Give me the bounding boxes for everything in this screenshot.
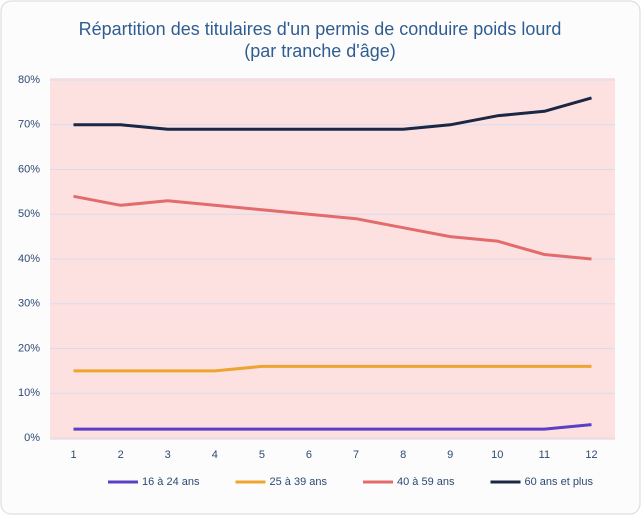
x-tick-label: 8 xyxy=(400,449,406,461)
chart-subtitle: (par tranche d'âge) xyxy=(244,41,396,61)
x-tick-label: 5 xyxy=(259,449,265,461)
series-line xyxy=(73,96,592,131)
x-tick-label: 4 xyxy=(212,449,218,461)
y-tick-label: 40% xyxy=(18,253,40,265)
x-tick-label: 12 xyxy=(585,449,597,461)
legend-label: 25 à 39 ans xyxy=(270,476,328,488)
x-tick-label: 7 xyxy=(353,449,359,461)
x-tick-label: 11 xyxy=(539,449,550,461)
legend-label: 40 à 59 ans xyxy=(397,476,455,488)
legend-label: 16 à 24 ans xyxy=(142,476,200,488)
y-tick-label: 80% xyxy=(18,74,40,86)
series-line xyxy=(73,364,592,373)
legend-label: 60 ans et plus xyxy=(525,476,594,488)
x-tick-label: 6 xyxy=(306,449,312,461)
y-tick-label: 20% xyxy=(18,342,40,354)
x-tick-label: 9 xyxy=(447,449,453,461)
y-tick-label: 60% xyxy=(18,163,40,175)
y-tick-label: 30% xyxy=(18,298,40,310)
series-line xyxy=(73,194,592,261)
x-tick-label: 10 xyxy=(491,449,503,461)
series-line xyxy=(73,423,592,431)
y-tick-label: 0% xyxy=(24,432,40,444)
chart-title: Répartition des titulaires d'un permis d… xyxy=(79,19,562,39)
y-tick-label: 10% xyxy=(18,387,40,399)
x-tick-label: 2 xyxy=(118,449,124,461)
y-tick-label: 50% xyxy=(18,208,40,220)
x-tick-label: 1 xyxy=(70,449,76,461)
x-tick-label: 3 xyxy=(165,449,171,461)
y-tick-label: 70% xyxy=(18,119,40,131)
